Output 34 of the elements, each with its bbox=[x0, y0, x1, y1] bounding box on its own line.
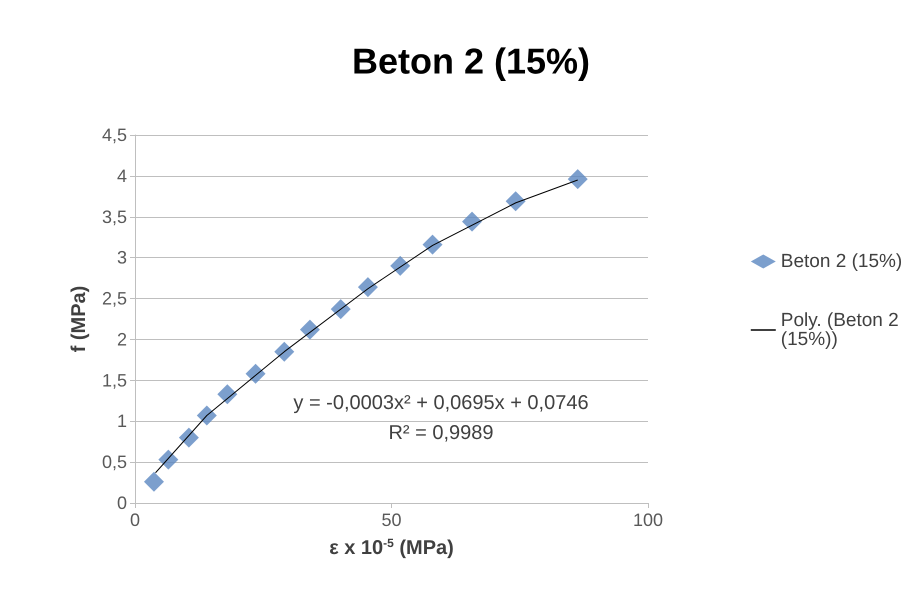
point bbox=[196, 406, 217, 426]
y-tick-label: 3,5 bbox=[102, 206, 127, 227]
annotation: R² = 0,9989 bbox=[388, 422, 494, 444]
point bbox=[506, 191, 526, 212]
point bbox=[300, 320, 320, 340]
chart-title: Beton 2 (15%) bbox=[352, 40, 590, 82]
point bbox=[390, 256, 410, 276]
legend-label: Beton 2 (15%) bbox=[780, 251, 902, 272]
y-tick-label: 0 bbox=[116, 493, 127, 513]
point bbox=[462, 212, 482, 232]
point bbox=[422, 234, 443, 255]
x-tick-label: 100 bbox=[632, 510, 664, 530]
point bbox=[330, 299, 351, 320]
y-tick-label: 1,5 bbox=[102, 370, 127, 390]
y-tick-label: 1 bbox=[116, 411, 127, 432]
y-tick-label: 3 bbox=[116, 248, 127, 268]
point bbox=[217, 384, 238, 404]
legend-label: Poly. (Beton 2 (15%)) bbox=[780, 310, 904, 350]
point bbox=[246, 364, 266, 384]
x-tick-label: 50 bbox=[381, 510, 402, 530]
point bbox=[144, 472, 164, 492]
y-tick-label: 0,5 bbox=[102, 452, 127, 472]
point bbox=[178, 428, 199, 448]
point bbox=[274, 342, 294, 362]
y-tick-label: 2 bbox=[116, 329, 127, 350]
annotation: y = -0,0003x² + 0,0695x + 0,0746 bbox=[293, 392, 589, 414]
y-tick-label: 4 bbox=[116, 166, 127, 186]
y-axis-title: f (MPa) bbox=[68, 286, 90, 352]
x-tick-label: 0 bbox=[130, 510, 140, 530]
point bbox=[358, 277, 378, 298]
point bbox=[158, 450, 178, 470]
point bbox=[568, 169, 588, 190]
y-tick-label: 2,5 bbox=[102, 288, 127, 309]
y-tick-label: 4,5 bbox=[102, 125, 127, 145]
